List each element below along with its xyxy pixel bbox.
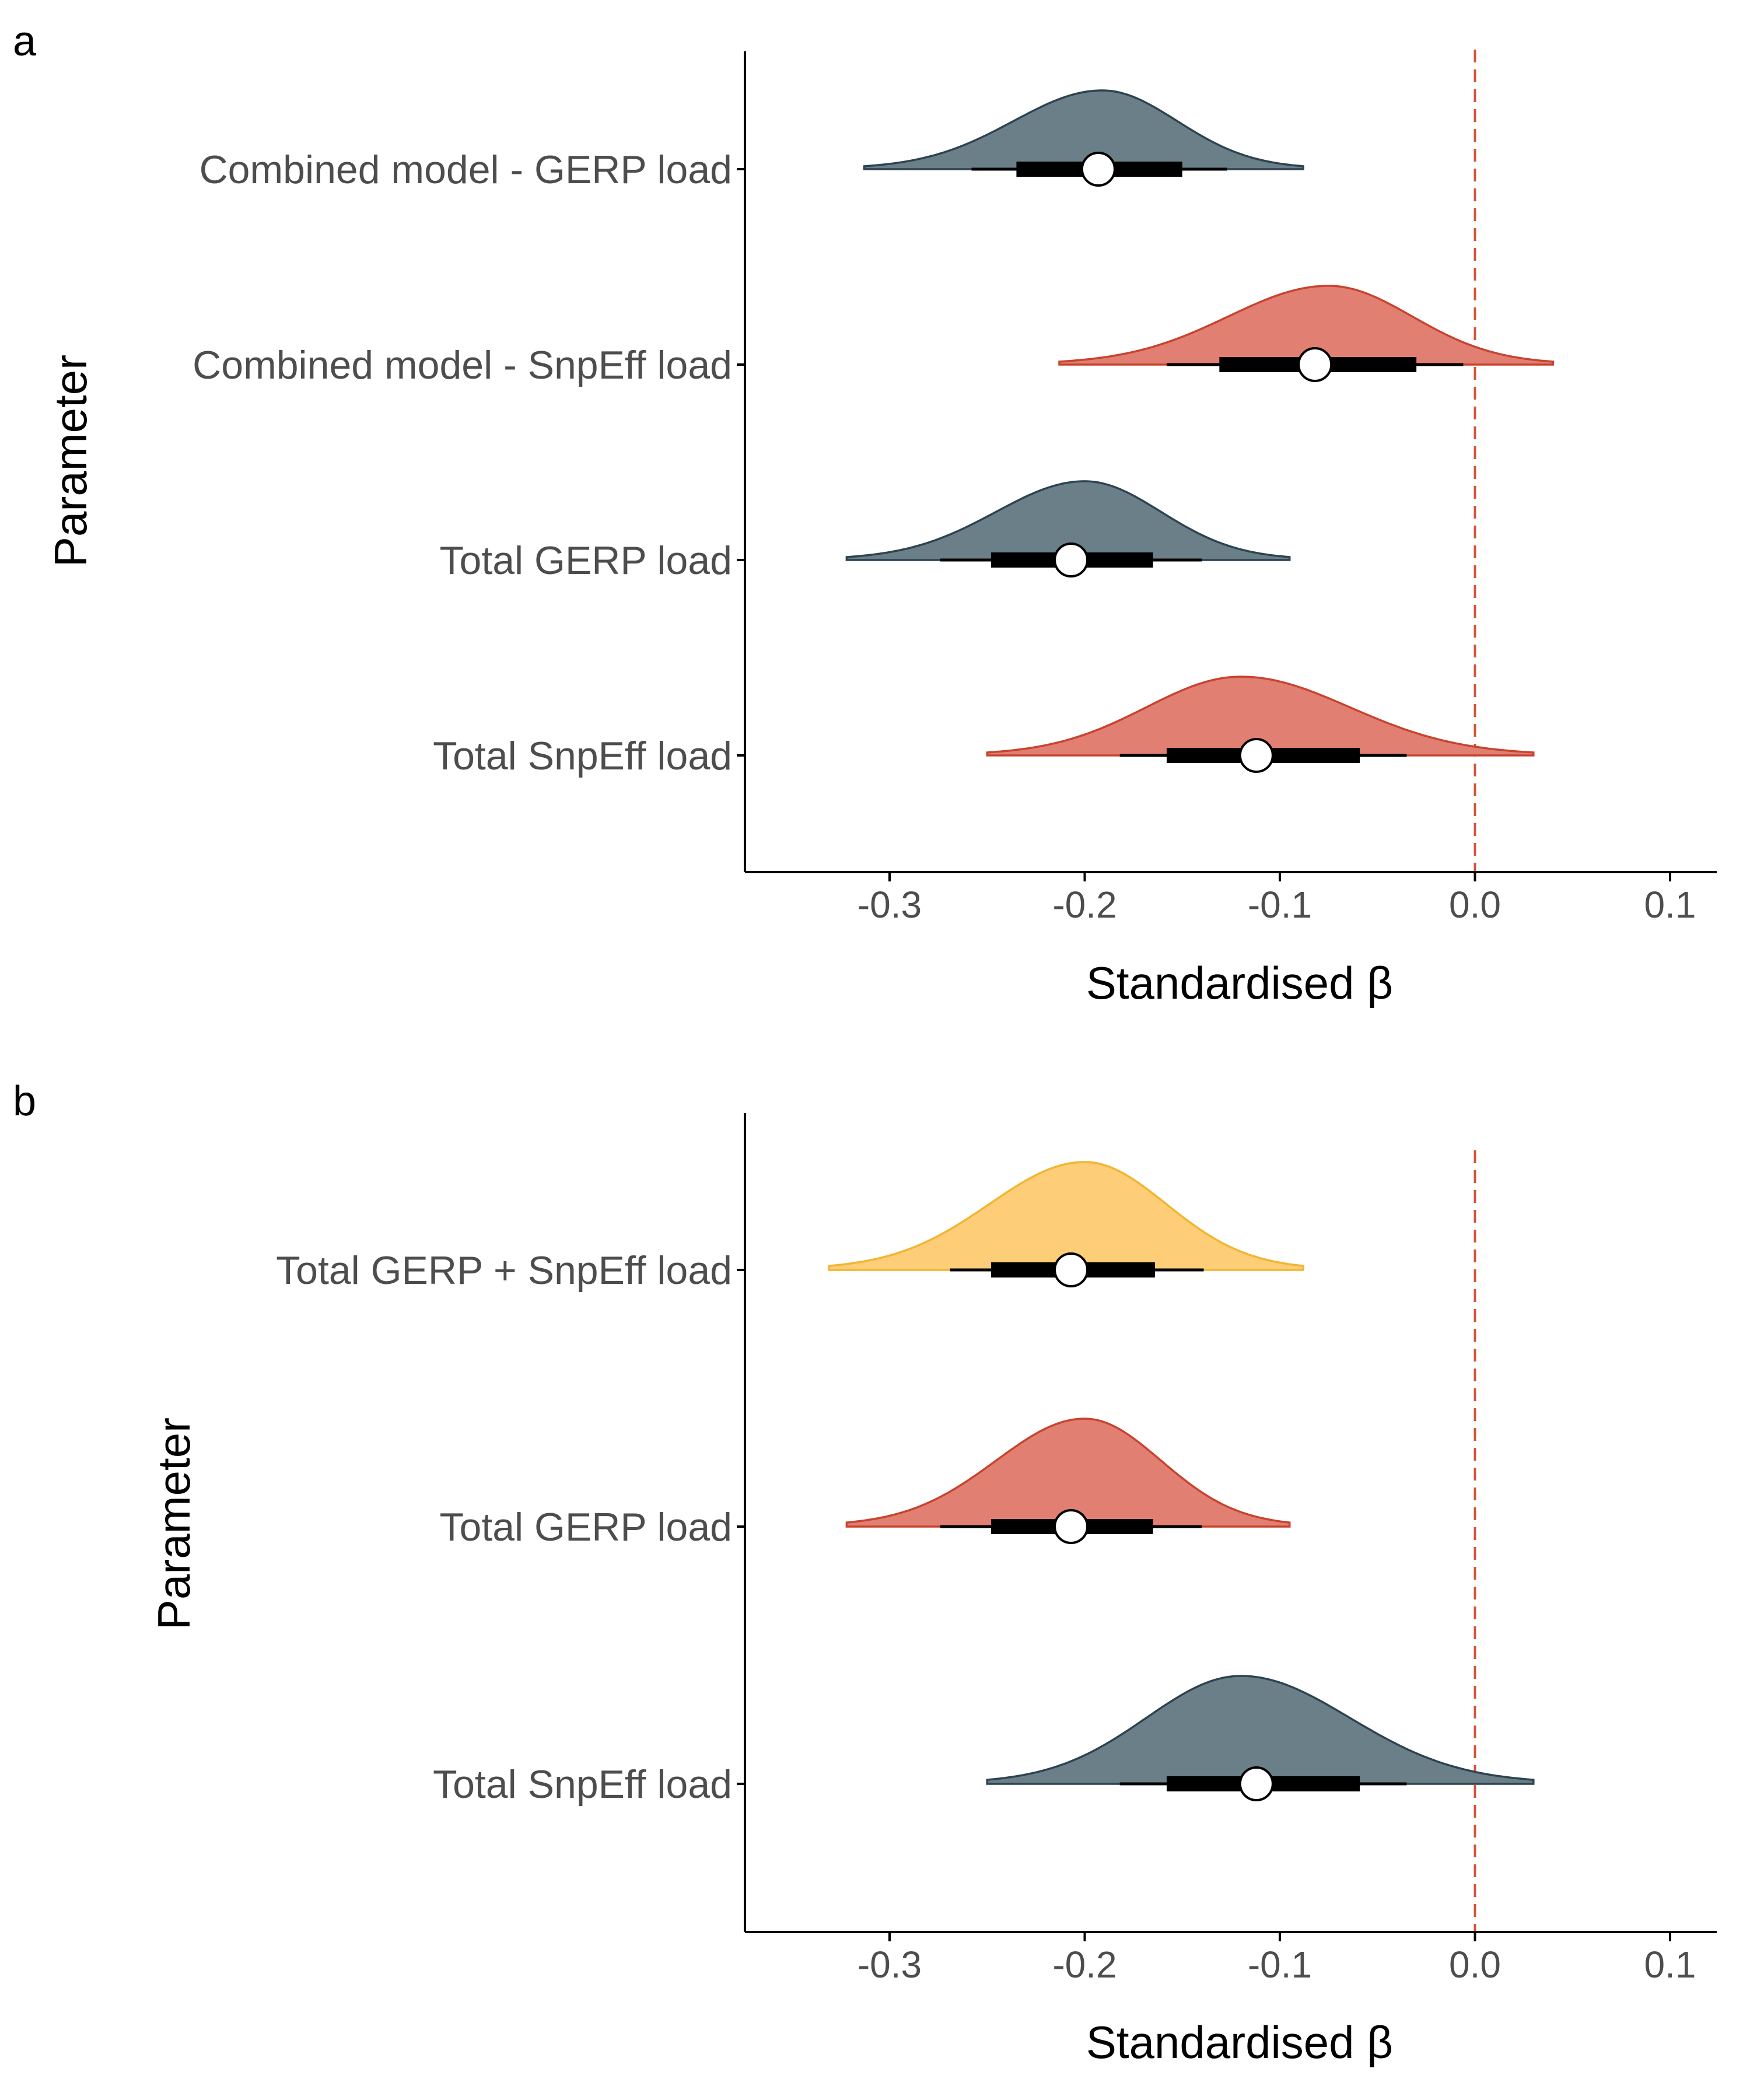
panel-b: b -0.3 -0.2 -0.1 0.0 0.1 Total GERP + SnpEff… [13,1078,1717,2068]
panel-a-row-1-label: Combined model - GERP load [200,148,732,192]
panel-a-row-3-density [845,480,1291,561]
panel-a-row-3-median-point [1054,542,1089,578]
panel-a-row-4-label: Total SnpEff load [433,734,732,778]
panel-a-row-2-median-point [1297,347,1333,382]
panel-a-category-labels: Combined model - GERP load Combined model… [192,148,732,778]
panel-a-row-1-density [863,89,1304,170]
panel-a-letter: a [13,18,37,65]
panel-a-marks [845,50,1555,872]
panel-b-x-tick-label-2: -0.2 [1052,1944,1116,1986]
panel-b-marks [828,1150,1535,1932]
panel-b-row-2-median-point [1054,1509,1089,1544]
panel-b-row-1-label: Total GERP + SnpEff load [276,1248,732,1293]
panel-b-row-2-density [845,1418,1291,1528]
panel-a-x-tick-label-2: -0.2 [1052,884,1116,926]
panel-b-category-labels: Total GERP + SnpEff load Total GERP load T… [276,1248,732,1807]
panel-a-x-axis-title: Standardised β [1086,957,1393,1009]
panel-a-row-2-label: Combined model - SnpEff load [192,343,732,387]
panel-a-row-4-median-point [1238,738,1274,773]
panel-b-row-3-median-point [1238,1766,1274,1801]
panel-b-x-tick-label-4: 0.0 [1449,1944,1501,1986]
panel-b-y-axis-title: Parameter [148,1418,200,1630]
panel-a-x-tick-label-1: -0.3 [858,884,922,926]
panel-a-x-ticks: -0.3 -0.2 -0.1 0.0 0.1 [737,168,1696,926]
panel-a-y-axis-title: Parameter [45,355,96,567]
panel-a-row-3-label: Total GERP load [440,538,732,583]
panel-b-row-3-density [986,1675,1535,1785]
panel-b-x-tick-label-3: -0.1 [1248,1944,1312,1986]
panel-b-letter: b [13,1078,36,1125]
panel-b-x-ticks: -0.3 -0.2 -0.1 0.0 0.1 [737,1269,1696,1986]
panel-a-x-tick-label-4: 0.0 [1449,884,1501,926]
panel-b-x-tick-label-5: 0.1 [1644,1944,1696,1986]
panel-a: a -0.3 -0.2 -0.1 0.0 0.1 Combined model - GE… [13,18,1717,1009]
panel-a-row-2-density [1058,285,1555,366]
panel-b-x-axis-title: Standardised β [1086,2017,1393,2068]
panel-b-x-tick-label-1: -0.3 [858,1944,922,1986]
panel-a-row-1-median-point [1080,152,1116,187]
panel-a-row-4-density [986,676,1535,757]
panel-b-row-2-label: Total GERP load [440,1505,732,1549]
panel-a-x-tick-label-5: 0.1 [1644,884,1696,926]
panel-a-x-tick-label-3: -0.1 [1248,884,1312,926]
panel-b-row-1-median-point [1054,1252,1089,1287]
panel-b-row-1-density [828,1161,1304,1271]
panel-b-row-3-label: Total SnpEff load [433,1762,732,1807]
